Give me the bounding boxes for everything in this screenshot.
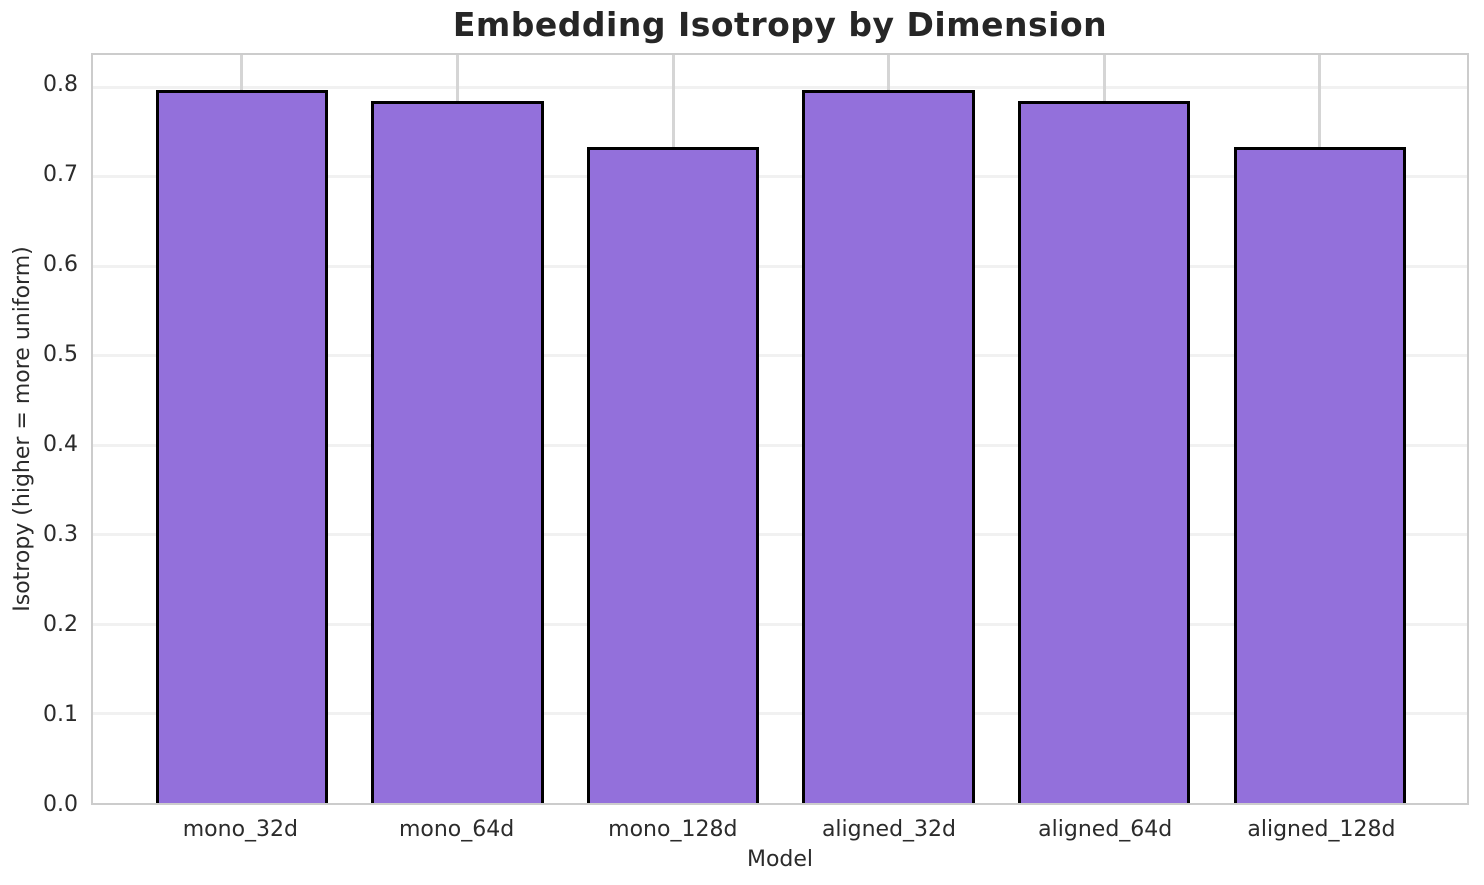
bar-aligned_64d [1018, 100, 1191, 803]
x-axis-label: Model [746, 847, 814, 872]
y-tick-label: 0.8 [43, 72, 78, 98]
x-tick-label-mono_128d: mono_128d [608, 817, 738, 842]
y-tick-label: 0.6 [43, 252, 78, 278]
y-tick-label: 0.7 [43, 162, 78, 188]
bar-aligned_128d [1233, 147, 1407, 803]
plot-area [91, 53, 1469, 805]
y-tick-label: 0.1 [43, 702, 78, 728]
horizontal-gridline [93, 175, 1467, 179]
y-tick-label: 0.5 [43, 342, 78, 368]
x-tick-label-mono_32d: mono_32d [182, 817, 299, 842]
bar-mono_64d [371, 100, 544, 803]
horizontal-gridline [93, 264, 1467, 268]
y-tick-label: 0.3 [43, 522, 78, 548]
x-tick-label-aligned_64d: aligned_64d [1038, 817, 1173, 842]
horizontal-gridline [93, 85, 1467, 89]
y-tick-label: 0.0 [43, 792, 78, 817]
chart-title: Embedding Isotropy by Dimension [452, 5, 1108, 44]
horizontal-gridline [93, 712, 1467, 716]
y-axis-label: Isotropy (higher = more uniform) [10, 246, 35, 612]
bar-aligned_32d [802, 89, 975, 803]
bar-mono_128d [586, 147, 760, 803]
horizontal-gridline [93, 622, 1467, 626]
x-tick-label-aligned_128d: aligned_128d [1247, 817, 1396, 842]
y-tick-label: 0.2 [43, 612, 78, 638]
y-tick-label: 0.4 [43, 432, 78, 458]
x-tick-label-mono_64d: mono_64d [398, 817, 515, 842]
bar-mono_32d [155, 89, 329, 803]
horizontal-gridline [93, 533, 1467, 537]
x-tick-label-aligned_32d: aligned_32d [821, 817, 957, 842]
horizontal-gridline [93, 443, 1467, 447]
horizontal-gridline [93, 354, 1467, 358]
